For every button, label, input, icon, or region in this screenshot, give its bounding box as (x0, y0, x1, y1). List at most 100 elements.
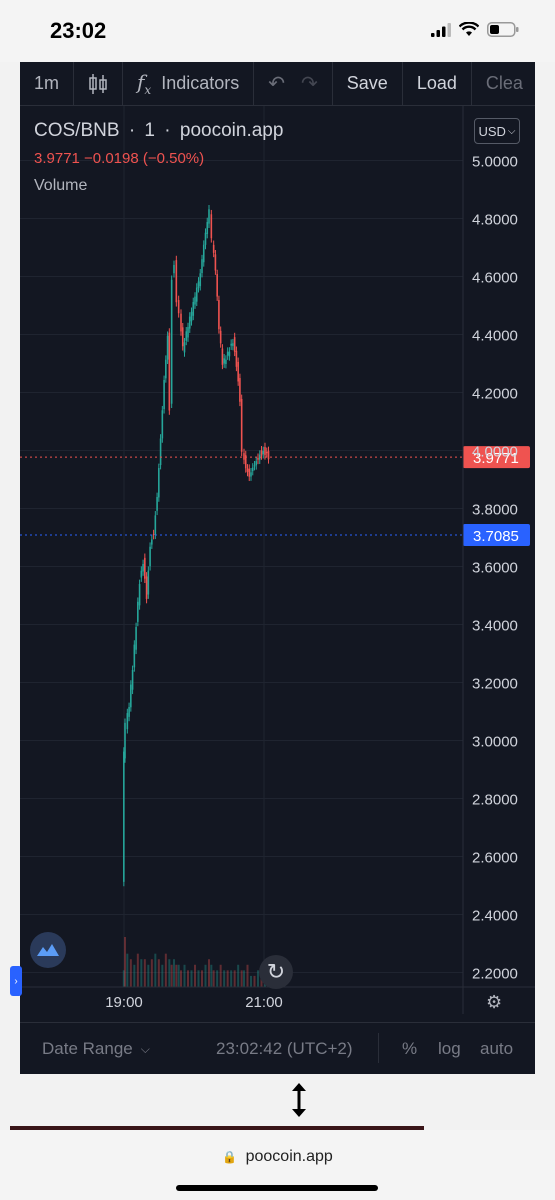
interval-button[interactable]: 1m (20, 62, 75, 106)
volume-bar (226, 970, 229, 987)
currency-button[interactable]: USD ⌵ (474, 118, 520, 144)
reset-icon: ↻ (266, 959, 286, 984)
url-display[interactable]: 🔒 poocoin.app (0, 1148, 555, 1166)
volume-bar (126, 953, 129, 987)
trading-chart-app: 1m fx Indicators ↶ ↷ Save Load Clea 3.97… (20, 62, 535, 1074)
tradingview-logo-icon (37, 944, 59, 956)
volume-label: Volume (34, 177, 88, 194)
candle-body (195, 287, 198, 302)
volume-bar (177, 964, 180, 987)
symbol-name[interactable]: COS/BNB (34, 120, 120, 141)
currency-label: USD (478, 123, 506, 139)
candle-body (180, 313, 182, 332)
legend-interval: 1 (144, 120, 155, 141)
y-tick-label: 4.0000 (472, 444, 518, 461)
auto-toggle[interactable]: auto (480, 1039, 514, 1058)
candle-body (206, 222, 209, 234)
candle-body (158, 467, 160, 498)
volume-bar (219, 964, 222, 987)
lock-icon: 🔒 (222, 1150, 238, 1164)
volume-bar (161, 964, 164, 987)
candle-body (130, 684, 132, 708)
chevron-down-icon: ⌵ (507, 125, 516, 137)
candle-body (237, 361, 239, 382)
volume-bar (212, 970, 215, 987)
candle-type-button[interactable] (74, 62, 124, 106)
price-chart[interactable]: 3.9771 3.7085 5.0000 4.8000 4.6000 4.4000 4.2… (20, 106, 535, 1014)
candle-body (163, 379, 165, 410)
candle-body (235, 350, 238, 367)
candle-body (230, 343, 232, 346)
status-bar: 23:02 (0, 0, 555, 62)
candle-body (232, 343, 234, 346)
reset-chart-button[interactable]: ↻ (259, 955, 293, 989)
volume-bar (140, 959, 143, 987)
panel-divider (0, 1074, 555, 1126)
candle-body (216, 274, 218, 297)
save-button[interactable]: Save (333, 62, 403, 106)
reference-price-label: 3.7085 (473, 528, 519, 545)
candle-body (168, 332, 171, 411)
volume-bar (216, 970, 219, 987)
candle-body (258, 454, 261, 460)
undo-icon[interactable]: ↶ (268, 73, 286, 95)
chart-bottom-bar: Date Range ⌵ 23:02:42 (UTC+2) % log auto (20, 1022, 535, 1074)
volume-bar (240, 970, 243, 987)
load-button[interactable]: Load (403, 62, 472, 106)
volume-bar (230, 970, 233, 987)
redo-icon[interactable]: ↷ (301, 73, 318, 95)
y-tick-label: 4.4000 (472, 328, 518, 345)
legend-price-change: 3.9771 −0.0198 (−0.50%) (34, 150, 205, 167)
candle-body (175, 260, 178, 303)
candle-body (212, 244, 215, 253)
candle-body (161, 410, 164, 439)
candle-body (257, 457, 259, 460)
candle-body (128, 706, 130, 717)
candle-body (126, 713, 129, 730)
date-range-button[interactable]: Date Range ⌵ (42, 1039, 150, 1059)
indicators-button[interactable]: fx Indicators (123, 62, 255, 106)
volume-bar (253, 975, 256, 987)
volume-bar (208, 959, 210, 987)
candle-body (221, 348, 224, 365)
wifi-icon (459, 22, 479, 36)
volume-bar (143, 959, 146, 987)
clear-button[interactable]: Clea (485, 73, 523, 93)
candle-body (240, 398, 243, 452)
candle-body (226, 351, 229, 356)
volume-bar (257, 970, 259, 987)
clock-display[interactable]: 23:02:42 (UTC+2) (216, 1039, 353, 1058)
candle-body (262, 451, 265, 455)
log-toggle[interactable]: log (438, 1039, 461, 1058)
candle-body (214, 254, 217, 271)
volume-bar (180, 970, 182, 987)
y-tick-label: 3.6000 (472, 560, 518, 577)
volume-bar (187, 970, 189, 987)
candle-body (152, 534, 155, 536)
candle-body (147, 570, 150, 595)
resize-icon[interactable] (289, 1080, 309, 1120)
home-indicator[interactable] (176, 1185, 378, 1191)
settings-icon[interactable]: ⚙ (486, 992, 503, 1012)
candle-body (204, 232, 207, 245)
percent-toggle[interactable]: % (402, 1039, 418, 1058)
candle-body (145, 576, 148, 599)
candle-body (253, 465, 256, 467)
candle-body (251, 467, 254, 471)
candle-body (246, 468, 249, 472)
current-price-label: 3.9771 (473, 450, 519, 467)
chart-type-badge[interactable] (30, 932, 66, 968)
volume-bar (250, 975, 252, 987)
candle-body (138, 583, 141, 606)
browser-url-bar[interactable]: 🔒 poocoin.app (0, 1130, 555, 1200)
volume-bar (204, 964, 207, 987)
candle-body (201, 259, 203, 274)
volume-bar (223, 970, 226, 987)
battery-icon (487, 22, 519, 37)
chevron-down-icon: ⌵ (140, 1041, 150, 1056)
chart-area[interactable]: 3.9771 3.7085 5.0000 4.8000 4.6000 4.4000 4.2… (20, 106, 535, 1014)
side-handle[interactable]: › (10, 966, 22, 996)
y-tick-label: 3.8000 (472, 502, 518, 519)
cellular-signal-icon (431, 22, 451, 37)
next-panel-strip (10, 1126, 424, 1132)
